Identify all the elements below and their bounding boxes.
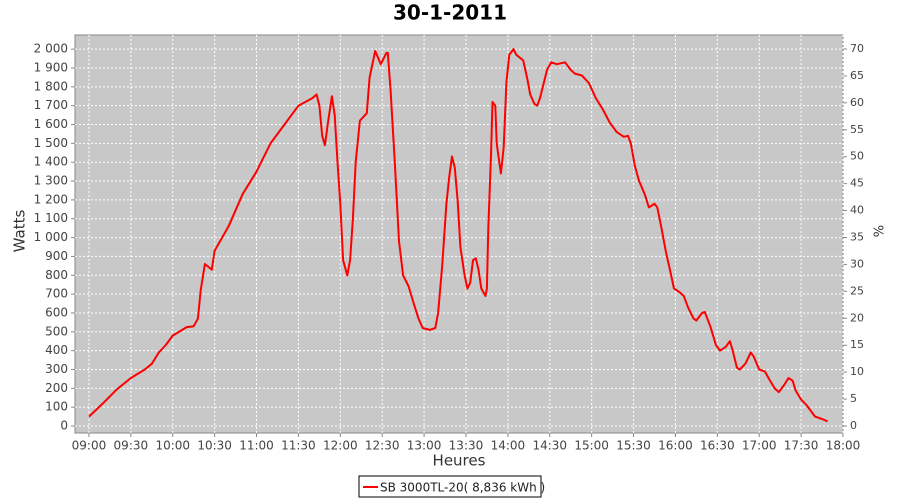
y2-tick-label: 5: [850, 392, 857, 405]
y2-tick-label: 25: [850, 284, 864, 297]
y2-tick-label: 0: [850, 419, 857, 432]
x-tick-label: 17:00: [742, 439, 777, 453]
y-tick-label: 2 000: [34, 42, 68, 56]
y-tick-label: 1 100: [34, 211, 68, 225]
y2-tick-label: 50: [850, 150, 864, 163]
x-tick-label: 16:00: [658, 439, 693, 453]
x-tick-label: 16:30: [700, 439, 735, 453]
data-line: [88, 48, 828, 423]
x-axis-label: Heures: [433, 452, 486, 470]
y-tick-label: 1 300: [34, 174, 68, 188]
y-tick-label: 200: [45, 381, 68, 395]
x-tick-label: 14:00: [491, 439, 526, 453]
y-tick-label: 1 500: [34, 136, 68, 150]
y-tick-label: 300: [45, 362, 68, 376]
y-tick-label: 500: [45, 324, 68, 338]
legend-box: [358, 475, 542, 498]
y-tick-label: 100: [45, 400, 68, 414]
x-tick-label: 11:30: [281, 439, 316, 453]
y2-tick-label: 70: [850, 42, 864, 55]
y-tick-label: 800: [45, 268, 68, 282]
y2-tick-label: 30: [850, 257, 864, 270]
y-tick-label: 1 000: [34, 230, 68, 244]
x-tick-label: 12:00: [323, 439, 358, 453]
y2-tick-label: 60: [850, 96, 864, 109]
y2-tick-label: 20: [850, 311, 864, 324]
x-tick-label: 09:30: [114, 439, 149, 453]
x-tick-label: 10:30: [197, 439, 232, 453]
x-tick-label: 13:30: [449, 439, 484, 453]
y-tick-label: 1 200: [34, 192, 68, 206]
y-tick-label: 0: [60, 419, 68, 433]
x-tick-label: 10:00: [155, 439, 190, 453]
x-tick-label: 18:00: [826, 439, 861, 453]
x-tick-label: 15:00: [574, 439, 609, 453]
x-tick-label: 09:00: [72, 439, 107, 453]
y-tick-label: 900: [45, 249, 68, 263]
y2-tick-label: 45: [850, 177, 864, 190]
y2-tick-label: 65: [850, 69, 864, 82]
y2-tick-label: 10: [850, 365, 864, 378]
y-tick-label: 600: [45, 305, 68, 319]
y-tick-label: 1 800: [34, 79, 68, 93]
y-tick-label: 1 400: [34, 155, 68, 169]
x-tick-label: 14:30: [532, 439, 567, 453]
y-tick-label: 700: [45, 287, 68, 301]
y2-tick-label: 15: [850, 338, 864, 351]
legend-label: SB 3000TL-20( 8,836 kWh ): [380, 481, 545, 495]
y-axis-label: Watts: [11, 210, 29, 253]
chart-title: 30-1-2011: [393, 1, 507, 25]
y-tick-label: 1 900: [34, 60, 68, 74]
y2-tick-label: 55: [850, 123, 864, 136]
y2-axis-label: %: [873, 225, 888, 237]
x-tick-label: 15:30: [616, 439, 651, 453]
y-tick-label: 1 600: [34, 117, 68, 131]
y-tick-label: 400: [45, 343, 68, 357]
x-tick-label: 11:00: [239, 439, 274, 453]
x-tick-label: 13:00: [407, 439, 442, 453]
y2-tick-label: 40: [850, 204, 864, 217]
y-tick-label: 1 700: [34, 98, 68, 112]
x-tick-label: 12:30: [365, 439, 400, 453]
y2-tick-label: 35: [850, 231, 864, 244]
x-tick-label: 17:30: [784, 439, 819, 453]
